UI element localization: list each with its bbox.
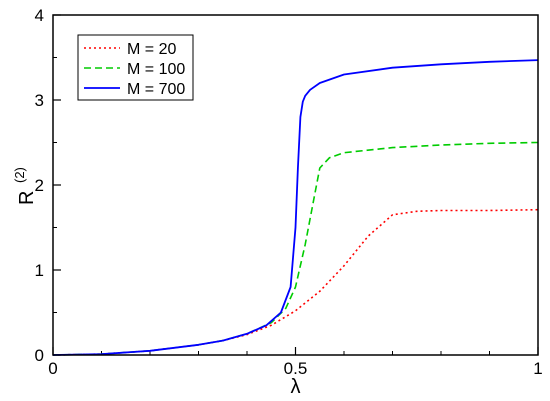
y-tick-label: 3 [35, 91, 44, 110]
x-tick-label: 0.5 [284, 359, 308, 378]
series-line-3 [52, 59, 539, 356]
y-tick-label: 4 [35, 6, 44, 25]
y-tick-label: 1 [35, 261, 44, 280]
series-line-2 [52, 141, 539, 356]
y-axis-label-superscript: (2) [12, 167, 27, 183]
x-tick-label: 0 [48, 359, 57, 378]
series-layer [52, 59, 539, 356]
y-axis-label: R [16, 191, 38, 205]
x-axis-label: λ [291, 376, 301, 398]
legend-label-3: M = 700 [127, 81, 185, 98]
legend: M = 20 M = 100 M = 700 [77, 34, 194, 101]
y-axis-label-group: R (2) [12, 167, 38, 205]
legend-label-1: M = 20 [127, 41, 176, 58]
y-tick-label: 2 [35, 176, 44, 195]
legend-label-2: M = 100 [127, 61, 185, 78]
y-tick-label: 0 [35, 346, 44, 365]
x-tick-label: 1 [533, 359, 542, 378]
legend-items: M = 20 M = 100 M = 700 [84, 41, 185, 98]
plot-frame [52, 14, 539, 356]
